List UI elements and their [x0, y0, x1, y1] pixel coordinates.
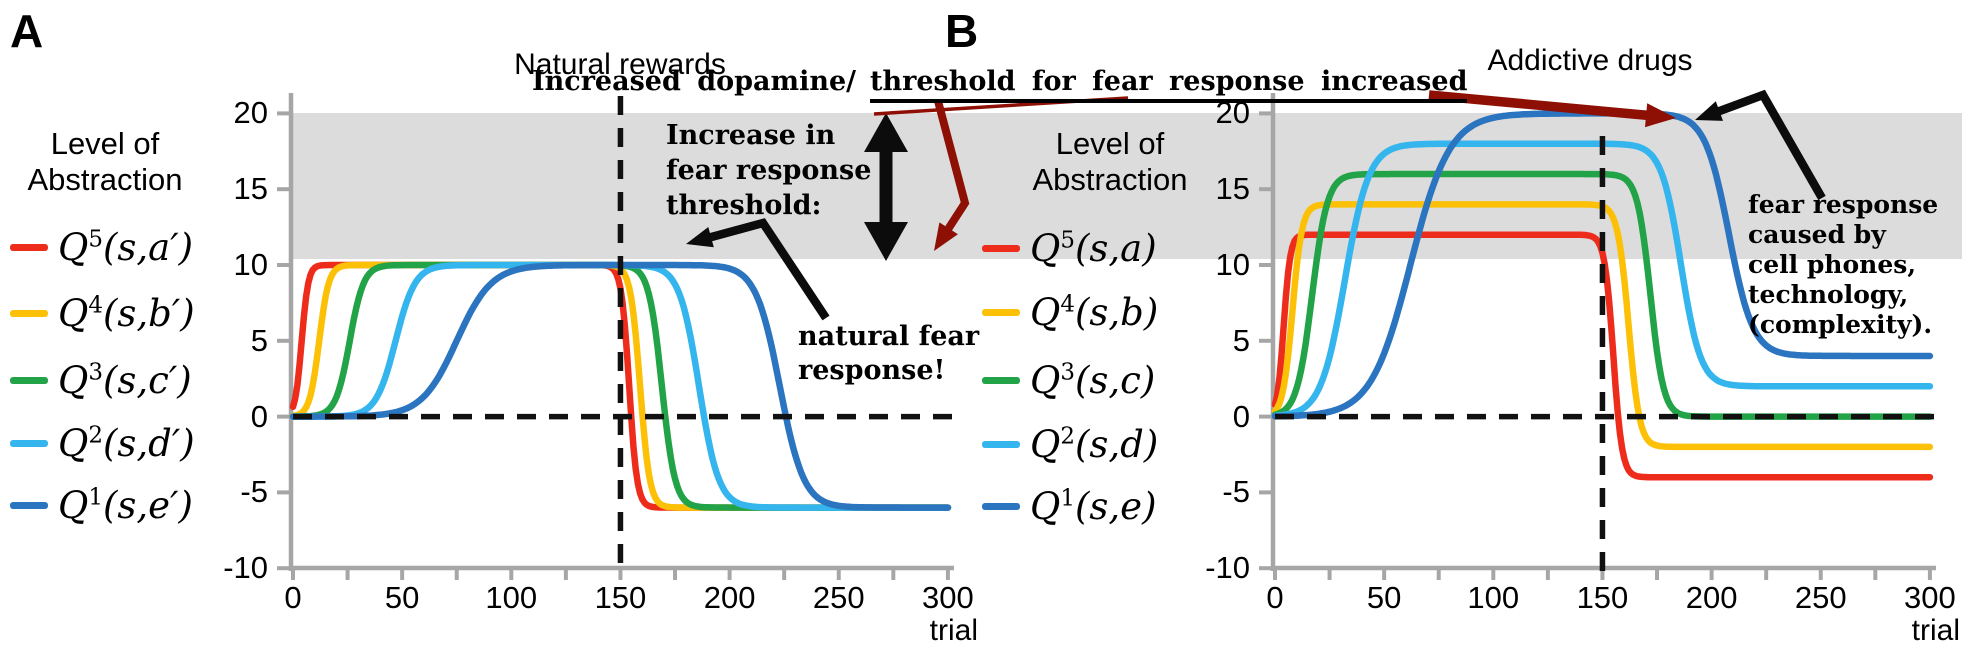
x-axis-label-a: trial [929, 614, 978, 647]
y-tick-label-a: -5 [240, 474, 268, 510]
series-b-q5 [1271, 231, 1934, 481]
legend-swatch [982, 376, 1020, 384]
natural-fear-arrow [707, 218, 830, 321]
fear-threshold-band [293, 113, 1962, 259]
legend-label: Q3(s,c′) [58, 358, 192, 402]
y-tick-label-b: -10 [1205, 550, 1250, 586]
legend-item-b-q4: Q4(s,b) [982, 286, 1158, 338]
annotation-increased-dopamine-plain: Increased dopamine/ [532, 66, 857, 97]
legend-label: Q2(s,d′) [58, 421, 195, 465]
y-tick-label-b: 0 [1232, 398, 1250, 434]
legend-item-a-q1: Q1(s,e′) [10, 479, 193, 531]
x-tick-label-a: 100 [485, 580, 538, 615]
legend-label: Q4(s,b′) [58, 291, 195, 335]
legend-title-a: Level of Abstraction [27, 126, 183, 197]
y-tick-label-a: 0 [250, 398, 268, 434]
y-tick-label-a: 10 [233, 247, 268, 282]
y-tick-label-b: 5 [1232, 322, 1250, 358]
dopamine-arrow-to-b-legend-head [934, 222, 958, 251]
y-tick-label-b: 20 [1215, 95, 1250, 131]
legend-label: Q5(s,a′) [58, 225, 194, 269]
x-tick-label-a: 200 [703, 580, 756, 615]
legend-label: Q1(s,e′) [58, 483, 193, 527]
legend-title-b: Level of Abstraction [1032, 126, 1188, 197]
legend-swatch [10, 309, 48, 317]
y-tick-label-b: -5 [1222, 474, 1250, 510]
x-tick-label-b: 200 [1685, 580, 1738, 615]
legend-swatch [10, 376, 48, 384]
panel-label-b: B [945, 5, 979, 57]
dopamine-arrow-to-b-curve [1428, 90, 1650, 121]
legend-swatch [10, 501, 48, 509]
legend-item-a-q5: Q5(s,a′) [10, 221, 193, 273]
legend-label: Q4(s,b) [1030, 290, 1159, 334]
y-tick-label-b: 15 [1215, 171, 1250, 207]
x-tick-label-b: 250 [1794, 580, 1847, 615]
legend-item-a-q4: Q4(s,b′) [10, 287, 195, 339]
x-tick-label-a: 50 [384, 580, 420, 615]
threshold-double-arrow-down-head [864, 222, 908, 261]
legend-label: Q2(s,d) [1030, 422, 1159, 466]
x-tick-label-b: 100 [1467, 580, 1520, 615]
chart-title-natural-rewards: Natural rewards [514, 48, 726, 81]
y-tick-label-b: 10 [1215, 247, 1250, 282]
y-tick-label-a: -10 [223, 550, 268, 586]
legend-swatch [982, 502, 1020, 510]
legend-swatch [982, 308, 1020, 316]
x-tick-label-b: 50 [1366, 580, 1402, 615]
annotation-threshold-increased-underlined: threshold for fear response increased [870, 66, 1468, 103]
legend-item-a-q2: Q2(s,d′) [10, 417, 195, 469]
arrows [686, 89, 1826, 321]
chart-title-addictive-drugs: Addictive drugs [1487, 44, 1693, 77]
fear-caused-arrow [1715, 89, 1826, 201]
legend-item-a-q3: Q3(s,c′) [10, 354, 192, 406]
x-tick-label-b: 150 [1576, 580, 1629, 615]
annotation-increased-dopamine: Increased dopamine/threshold for fear re… [532, 66, 1468, 103]
legend-item-b-q3: Q3(s,c) [982, 354, 1155, 406]
dopamine-arrow-to-b-legend [934, 99, 970, 233]
x-tick-label-a: 300 [922, 580, 974, 615]
legend-label: Q5(s,a) [1030, 226, 1157, 270]
dopamine-arrow-to-b-curve-head [1645, 103, 1676, 128]
x-tick-label-a: 0 [284, 580, 302, 615]
annotation-natural-fear-response: natural fear response! [798, 321, 980, 386]
legend-swatch [10, 243, 48, 251]
annotation-fear-response-caused: fear response caused by cell phones, tec… [1748, 190, 1939, 339]
threshold-double-arrow-up-head [864, 113, 908, 152]
legend-item-b-q5: Q5(s,a) [982, 222, 1157, 274]
dashed-lines [293, 96, 1936, 576]
panel-label-a: A [10, 5, 44, 57]
legend-label: Q3(s,c) [1030, 358, 1156, 402]
annotation-increase-in-threshold: Increase in fear response threshold: [666, 120, 872, 221]
x-tick-label-a: 150 [594, 580, 647, 615]
legend-swatch [10, 439, 48, 447]
legend-swatch [982, 244, 1020, 252]
x-axis-label-b: trial [1911, 614, 1960, 647]
natural-fear-arrow-head [686, 227, 714, 248]
legend-item-b-q1: Q1(s,e) [982, 480, 1157, 532]
x-tick-label-a: 250 [812, 580, 865, 615]
fear-caused-arrow-head [1695, 101, 1723, 121]
legend-swatch [982, 440, 1020, 448]
legend-item-b-q2: Q2(s,d) [982, 418, 1158, 470]
y-tick-label-a: 20 [233, 95, 268, 131]
y-tick-label-a: 15 [233, 171, 268, 207]
y-tick-label-a: 5 [250, 322, 268, 358]
legend-label: Q1(s,e) [1030, 484, 1157, 528]
x-tick-label-b: 300 [1904, 580, 1956, 615]
x-tick-label-b: 0 [1266, 580, 1284, 615]
dopamine-pointer-line [873, 96, 1129, 116]
